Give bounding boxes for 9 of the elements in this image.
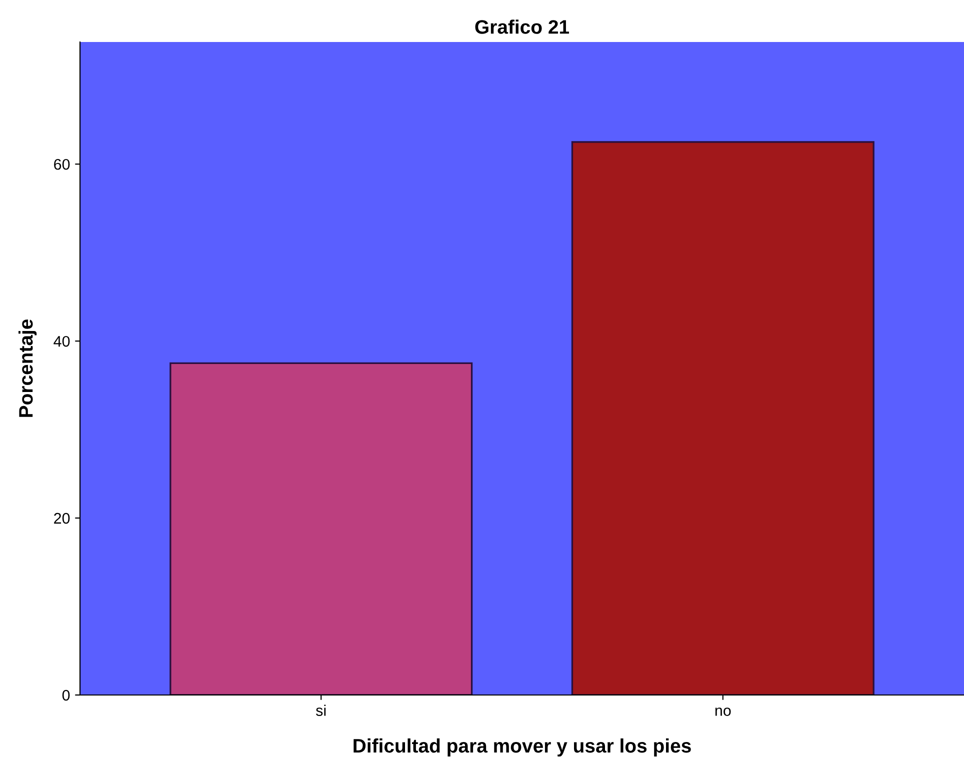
y-tick-label: 40 (54, 336, 70, 347)
x-tick-label: si (316, 704, 326, 716)
y-tick-label: 20 (54, 512, 70, 524)
y-tick-label: 0 (62, 690, 70, 701)
chart-title: Grafico 21 (475, 20, 570, 34)
x-tick-label: no (715, 708, 731, 716)
y-tick-label: 60 (54, 158, 70, 170)
y-axis-title: Porcentaje (18, 319, 37, 417)
x-axis-title: Dificultad para mover y usar los pies (354, 738, 691, 757)
